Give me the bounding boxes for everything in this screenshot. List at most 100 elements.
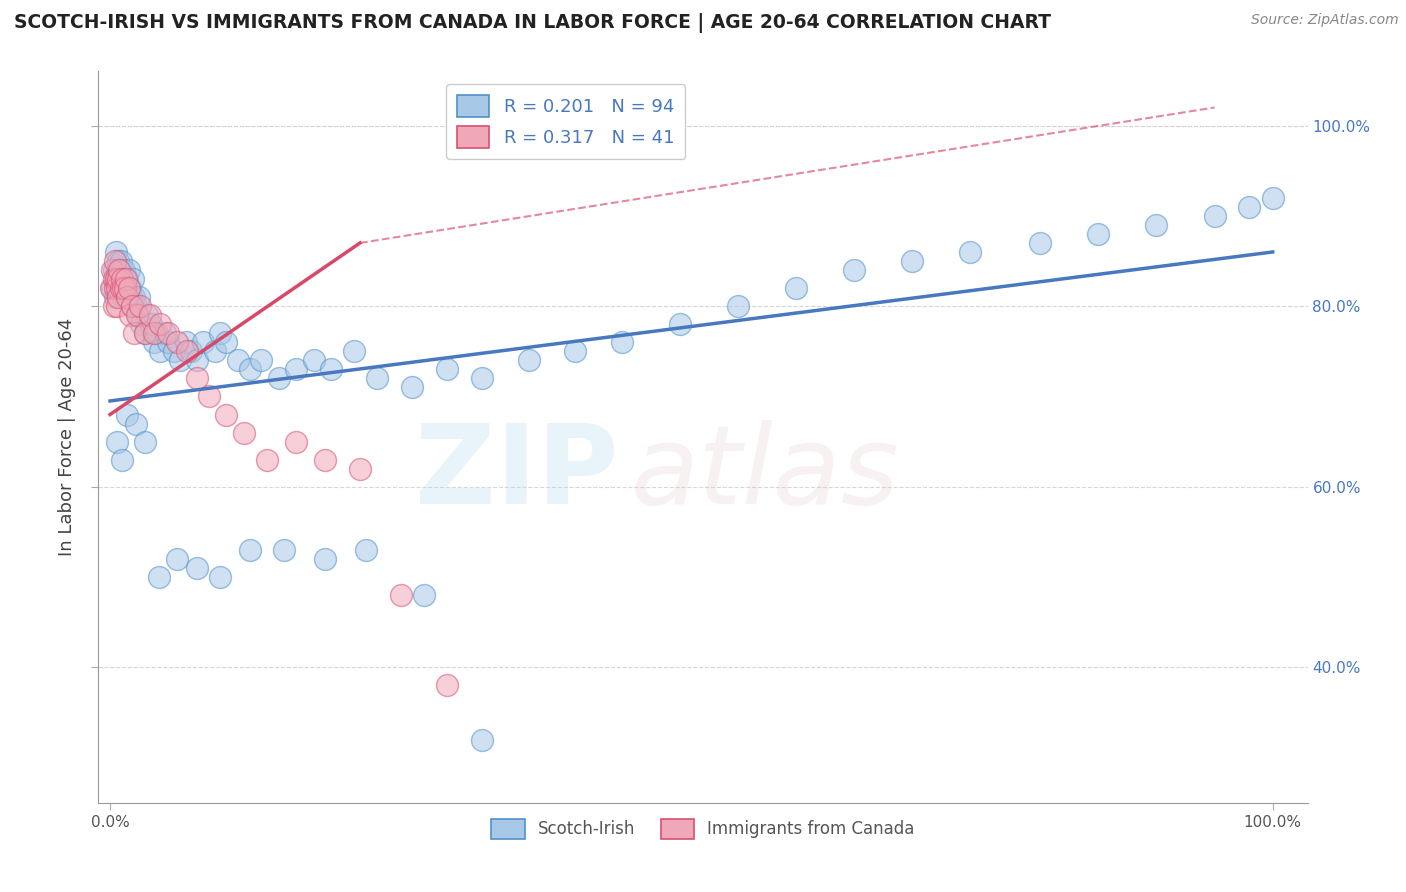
Point	[273, 543, 295, 558]
Point	[1144, 218, 1167, 232]
Text: ZIP: ZIP	[415, 420, 619, 527]
Point	[209, 570, 232, 584]
Point	[117, 290, 139, 304]
Point	[139, 317, 162, 331]
Point	[157, 326, 180, 341]
Point	[1029, 235, 1052, 250]
Point	[125, 308, 148, 322]
Point	[169, 353, 191, 368]
Point	[112, 263, 135, 277]
Point	[105, 281, 128, 295]
Point	[122, 272, 145, 286]
Point	[163, 344, 186, 359]
Point	[111, 281, 134, 295]
Point	[129, 299, 152, 313]
Point	[901, 254, 924, 268]
Point	[105, 263, 128, 277]
Point	[302, 353, 325, 368]
Point	[349, 461, 371, 475]
Point	[107, 272, 129, 286]
Point	[114, 272, 136, 286]
Point	[124, 326, 146, 341]
Point	[118, 281, 141, 295]
Point	[111, 281, 134, 295]
Point	[314, 552, 336, 566]
Point	[186, 371, 208, 385]
Point	[256, 452, 278, 467]
Point	[727, 299, 749, 313]
Point	[112, 281, 135, 295]
Point	[413, 588, 436, 602]
Point	[1261, 191, 1284, 205]
Point	[564, 344, 586, 359]
Point	[117, 272, 139, 286]
Point	[101, 263, 124, 277]
Point	[959, 244, 981, 259]
Point	[104, 272, 127, 286]
Point	[267, 371, 290, 385]
Point	[134, 434, 156, 449]
Y-axis label: In Labor Force | Age 20-64: In Labor Force | Age 20-64	[58, 318, 76, 557]
Point	[104, 254, 127, 268]
Point	[436, 362, 458, 376]
Point	[118, 308, 141, 322]
Point	[118, 263, 141, 277]
Point	[180, 344, 202, 359]
Point	[215, 408, 238, 422]
Point	[103, 272, 125, 286]
Text: atlas: atlas	[630, 420, 898, 527]
Point	[118, 281, 141, 295]
Legend: Scotch-Irish, Immigrants from Canada: Scotch-Irish, Immigrants from Canada	[485, 812, 921, 846]
Point	[1204, 209, 1226, 223]
Point	[114, 290, 136, 304]
Point	[110, 281, 132, 295]
Point	[110, 254, 132, 268]
Point	[111, 452, 134, 467]
Point	[107, 290, 129, 304]
Point	[610, 335, 633, 350]
Point	[131, 317, 153, 331]
Point	[354, 543, 377, 558]
Point	[124, 417, 146, 431]
Point	[115, 272, 138, 286]
Point	[108, 263, 131, 277]
Point	[143, 335, 166, 350]
Point	[105, 299, 128, 313]
Point	[110, 272, 132, 286]
Point	[176, 344, 198, 359]
Point	[209, 326, 232, 341]
Text: SCOTCH-IRISH VS IMMIGRANTS FROM CANADA IN LABOR FORCE | AGE 20-64 CORRELATION CH: SCOTCH-IRISH VS IMMIGRANTS FROM CANADA I…	[14, 13, 1052, 33]
Point	[104, 290, 127, 304]
Point	[120, 290, 142, 304]
Point	[157, 335, 180, 350]
Point	[115, 281, 138, 295]
Point	[153, 326, 176, 341]
Point	[107, 254, 129, 268]
Point	[314, 452, 336, 467]
Point	[166, 335, 188, 350]
Point	[105, 434, 128, 449]
Point	[145, 326, 167, 341]
Point	[471, 732, 494, 747]
Point	[111, 272, 134, 286]
Point	[128, 290, 150, 304]
Text: Source: ZipAtlas.com: Source: ZipAtlas.com	[1251, 13, 1399, 28]
Point	[186, 561, 208, 575]
Point	[389, 588, 412, 602]
Point	[285, 434, 308, 449]
Point	[239, 362, 262, 376]
Point	[149, 317, 172, 331]
Point	[343, 344, 366, 359]
Point	[111, 290, 134, 304]
Point	[844, 263, 866, 277]
Point	[103, 299, 125, 313]
Point	[103, 263, 125, 277]
Point	[166, 552, 188, 566]
Point	[104, 272, 127, 286]
Point	[436, 678, 458, 692]
Point	[136, 308, 159, 322]
Point	[366, 371, 388, 385]
Point	[250, 353, 273, 368]
Point	[134, 326, 156, 341]
Point	[191, 335, 214, 350]
